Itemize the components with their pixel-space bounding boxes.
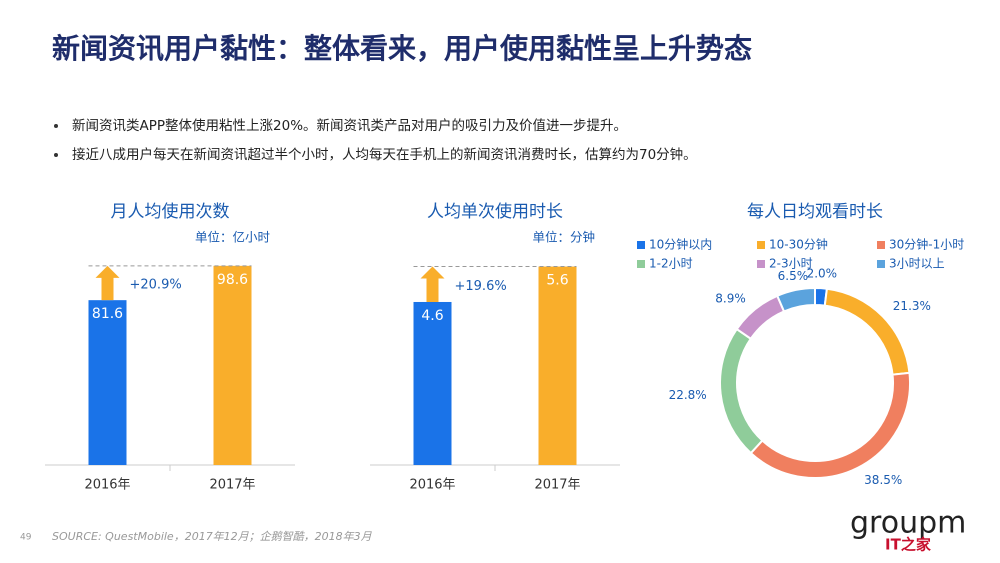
donut-segment	[749, 371, 911, 479]
x-tick-label: 2016年	[84, 478, 130, 493]
value-label: 38.5%	[864, 473, 902, 487]
value-label: 4.6	[421, 308, 443, 324]
chart-title: 月人均使用次数	[111, 201, 230, 222]
legend-label: 2-3小时	[769, 257, 813, 271]
growth-annotation: +19.6%	[455, 279, 507, 294]
legend-swatch	[637, 260, 645, 268]
bar	[88, 300, 127, 465]
value-label: 22.8%	[669, 388, 707, 402]
bullet-text: 接近八成用户每天在新闻资讯超过半个小时，人均每天在手机上的新闻资讯消费时长，估算…	[72, 146, 697, 163]
page-number: 49	[20, 533, 32, 543]
value-label: 8.9%	[715, 291, 746, 305]
bar	[413, 301, 452, 465]
value-label: 6.5%	[778, 269, 809, 283]
donut-segment	[719, 327, 764, 455]
value-label: 5.6	[546, 273, 568, 289]
chart-title: 每人日均观看时长	[747, 202, 883, 222]
x-tick-label: 2017年	[534, 478, 580, 493]
bar	[213, 265, 252, 465]
growth-arrow	[420, 266, 445, 302]
value-label: 81.6	[92, 306, 123, 322]
legend-swatch	[757, 260, 765, 268]
bar	[538, 266, 577, 465]
legend-label: 3小时以上	[889, 257, 945, 271]
watermark: IT之家	[885, 536, 931, 554]
growth-arrow	[95, 265, 120, 301]
growth-annotation: +20.9%	[130, 277, 182, 292]
legend-swatch	[757, 241, 765, 249]
bullet-dot	[54, 153, 58, 157]
legend-swatch	[877, 241, 885, 249]
unit-label: 单位：亿小时	[195, 230, 271, 245]
chart-title: 人均单次使用时长	[427, 201, 563, 222]
value-label: 2.0%	[807, 267, 838, 281]
bullet-dot	[54, 124, 58, 128]
legend-label: 30分钟-1小时	[889, 237, 964, 252]
legend-label: 1-2小时	[649, 257, 693, 271]
slide-title: 新闻资讯用户黏性：整体看来，用户使用黏性呈上升势态	[52, 32, 752, 65]
value-label: 98.6	[217, 272, 248, 288]
legend-swatch	[877, 260, 885, 268]
source: SOURCE: QuestMobile，2017年12月；企鹅智酷，2018年3…	[52, 530, 373, 543]
legend-swatch	[637, 241, 645, 249]
bullet-text: 新闻资讯类APP整体使用粘性上涨20%。新闻资讯类产品对用户的吸引力及价值进一步…	[72, 117, 627, 134]
x-tick-label: 2017年	[209, 478, 255, 493]
value-label: 21.3%	[893, 299, 931, 313]
legend-label: 10分钟以内	[649, 237, 712, 252]
logo: groupm	[850, 506, 966, 541]
x-tick-label: 2016年	[409, 478, 455, 493]
donut-segment	[775, 286, 816, 313]
unit-label: 单位：分钟	[532, 230, 595, 245]
legend-label: 10-30分钟	[769, 237, 828, 252]
